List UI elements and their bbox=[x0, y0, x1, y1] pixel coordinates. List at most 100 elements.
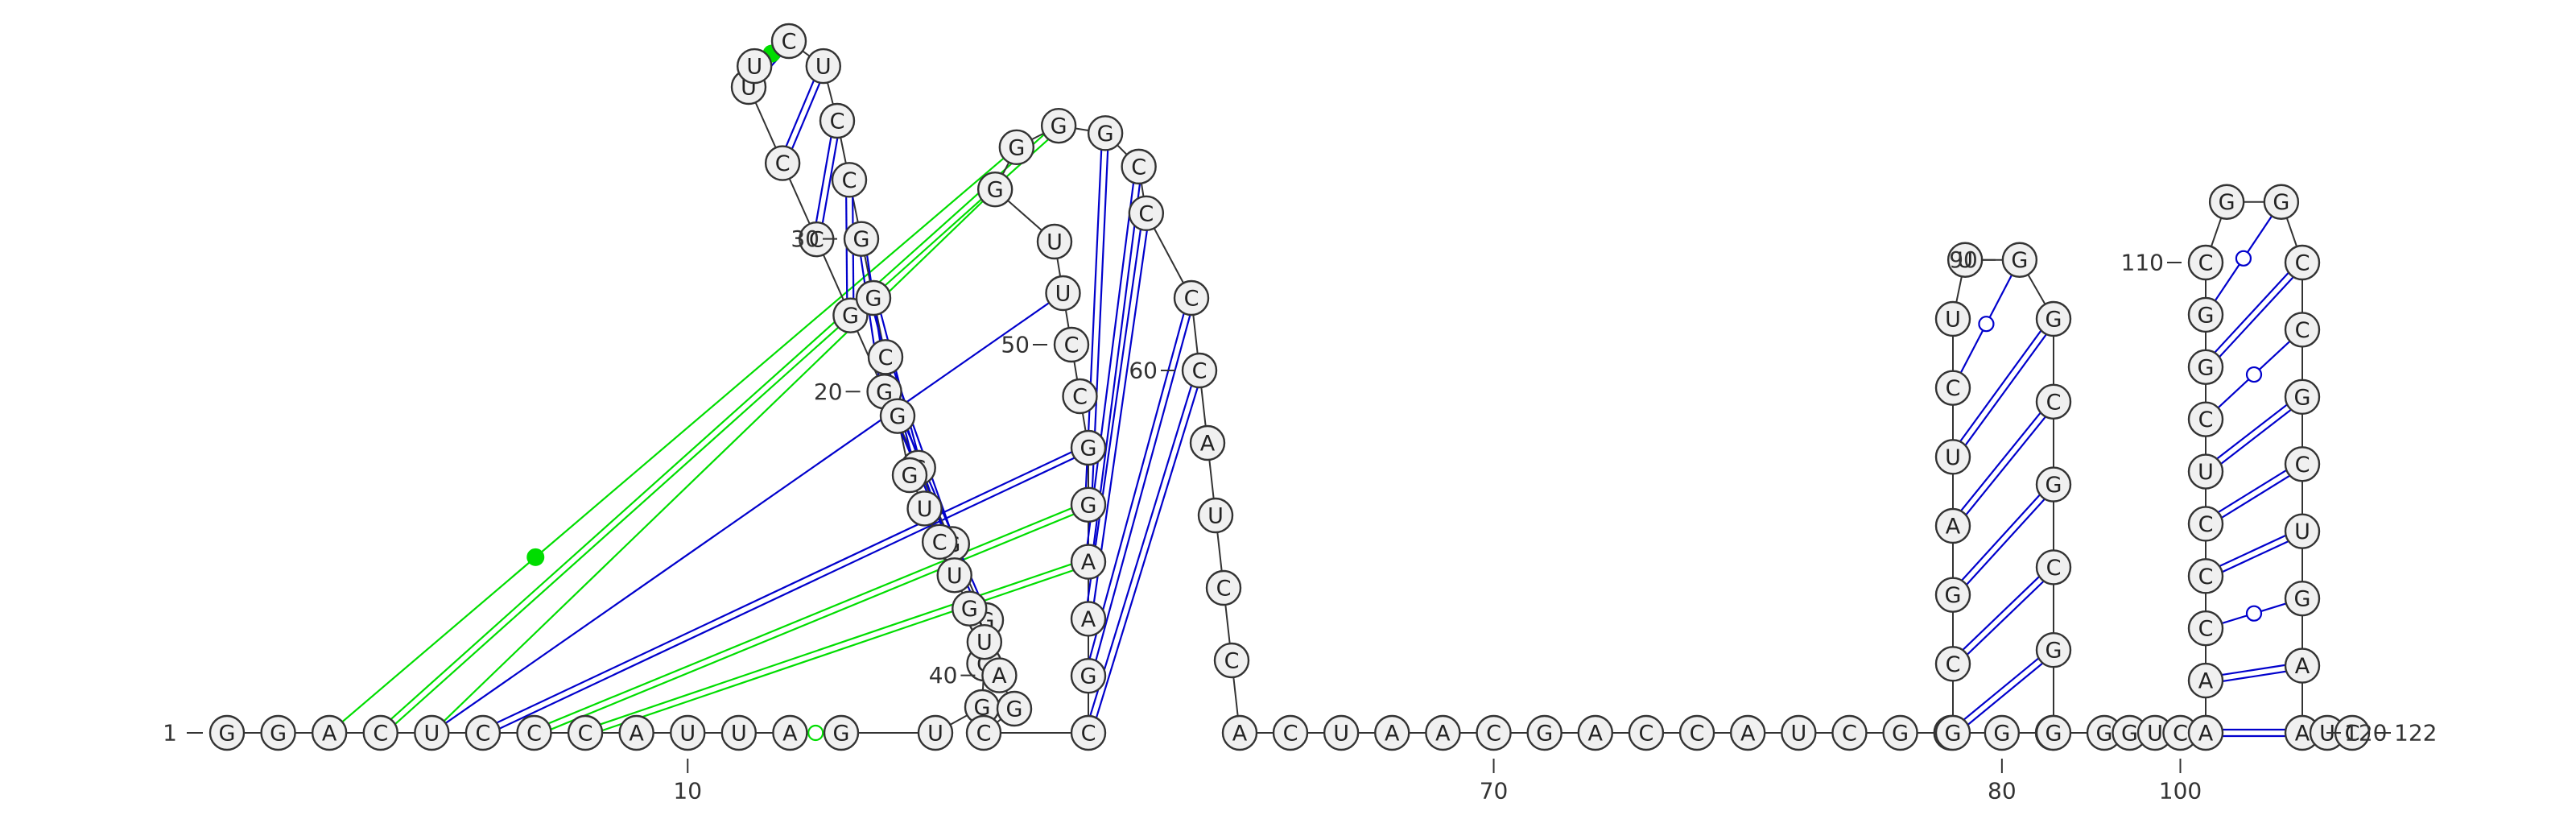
nucleotide-105: C bbox=[2187, 506, 2224, 542]
svg-text:C: C bbox=[878, 345, 894, 370]
svg-text:C: C bbox=[976, 722, 992, 747]
svg-text:C: C bbox=[1131, 155, 1146, 180]
long-range-line bbox=[584, 557, 1088, 731]
svg-text:G: G bbox=[1080, 493, 1097, 518]
svg-text:G: G bbox=[270, 722, 287, 747]
canonical-pair bbox=[1955, 320, 2058, 460]
nucleotide-95: G bbox=[2035, 632, 2072, 668]
svg-text:U: U bbox=[2147, 722, 2163, 747]
nucleotide-45: A bbox=[1070, 601, 1107, 637]
position-label-10: 10 bbox=[673, 778, 702, 805]
long-range-line bbox=[431, 188, 996, 734]
canonical-pair bbox=[1950, 482, 2052, 594]
canonical-pair bbox=[1954, 652, 2057, 736]
svg-text:G: G bbox=[853, 227, 870, 252]
svg-text:G: G bbox=[1993, 722, 2010, 747]
nucleotide-56: G bbox=[1087, 115, 1124, 151]
nucleotide-68: A bbox=[1374, 714, 1410, 751]
svg-text:A: A bbox=[992, 664, 1007, 689]
nucleotide-43: C bbox=[1070, 714, 1107, 751]
nucleotide-6: C bbox=[464, 714, 502, 751]
svg-text:A: A bbox=[322, 722, 337, 747]
nucleotide-7: C bbox=[516, 714, 552, 751]
nucleotide-27: U bbox=[805, 48, 841, 85]
svg-text:C: C bbox=[1081, 722, 1096, 747]
svg-text:C: C bbox=[2345, 722, 2360, 747]
wobble-marker bbox=[2245, 366, 2263, 383]
nucleotide-119: A bbox=[2284, 647, 2321, 684]
svg-text:C: C bbox=[932, 530, 947, 555]
nucleotide-118: G bbox=[2284, 580, 2321, 617]
canonical-pair bbox=[1090, 370, 1203, 734]
svg-text:C: C bbox=[2046, 556, 2062, 581]
svg-text:C: C bbox=[2198, 251, 2214, 276]
long-range-line bbox=[431, 292, 1064, 734]
nucleotide-40: A bbox=[981, 657, 1018, 693]
svg-text:C: C bbox=[1283, 722, 1298, 747]
svg-text:G: G bbox=[876, 380, 893, 405]
svg-text:G: G bbox=[865, 287, 882, 312]
svg-text:A: A bbox=[2295, 654, 2310, 679]
svg-text:C: C bbox=[2295, 453, 2310, 478]
position-label-1: 1 bbox=[163, 720, 177, 747]
svg-text:G: G bbox=[961, 597, 978, 622]
nucleotide-41: G bbox=[996, 690, 1033, 727]
svg-text:C: C bbox=[775, 151, 791, 176]
position-label-40: 40 bbox=[929, 662, 958, 689]
backbone bbox=[227, 40, 2352, 734]
nucleotide-109: G bbox=[2187, 296, 2224, 333]
canonical-pair bbox=[2203, 460, 2301, 522]
svg-text:C: C bbox=[2173, 722, 2188, 747]
long-range-line bbox=[484, 449, 1091, 737]
nucleotide-80: G bbox=[1984, 714, 2021, 751]
svg-text:G: G bbox=[2096, 722, 2113, 747]
nucleotide-104: C bbox=[2187, 558, 2224, 594]
svg-text:U: U bbox=[1333, 722, 1349, 747]
canonical-pair bbox=[1950, 399, 2052, 525]
canonical-pair bbox=[1950, 564, 2052, 663]
canonical-pair bbox=[2207, 465, 2305, 527]
svg-text:C: C bbox=[1064, 333, 1080, 358]
svg-text:G: G bbox=[1051, 114, 1067, 139]
svg-text:C: C bbox=[830, 110, 845, 134]
svg-text:C: C bbox=[475, 722, 490, 747]
nucleotide-112: G bbox=[2263, 184, 2300, 220]
nucleotide-34: G bbox=[891, 457, 928, 494]
svg-text:G: G bbox=[1097, 122, 1114, 147]
nucleotide-61: A bbox=[1189, 424, 1226, 461]
nucleotide-85: A bbox=[1934, 507, 1971, 544]
svg-text:G: G bbox=[1008, 135, 1025, 160]
svg-text:C: C bbox=[2198, 408, 2214, 432]
long-range-interactions bbox=[328, 122, 1091, 737]
nucleotide-49: C bbox=[1062, 378, 1098, 415]
svg-text:G: G bbox=[2294, 385, 2311, 410]
svg-text:A: A bbox=[1232, 722, 1248, 747]
nucleotide-115: G bbox=[2284, 379, 2321, 416]
nucleotide-74: C bbox=[1678, 714, 1715, 751]
nucleotide-94: C bbox=[2035, 549, 2072, 585]
svg-text:U: U bbox=[1945, 308, 1961, 333]
svg-text:A: A bbox=[2198, 669, 2214, 694]
nucleotide-87: C bbox=[1934, 370, 1971, 406]
svg-text:A: A bbox=[1435, 722, 1451, 747]
svg-text:C: C bbox=[2295, 318, 2310, 343]
wobble-marker bbox=[2245, 605, 2263, 622]
svg-text:C: C bbox=[782, 30, 797, 55]
svg-text:A: A bbox=[1946, 515, 1961, 540]
nucleotide-8: C bbox=[567, 714, 604, 751]
wobble-marker bbox=[1978, 316, 1995, 333]
nucleotide-44: G bbox=[1070, 658, 1107, 694]
nucleotide-93: G bbox=[2035, 466, 2072, 503]
nucleotide-15: G bbox=[964, 689, 1001, 726]
long-range-line bbox=[328, 146, 1018, 734]
nucleotide-25: U bbox=[737, 48, 773, 85]
canonical-pair bbox=[819, 121, 842, 241]
nucleotide-89: U bbox=[1946, 242, 1984, 278]
nucleotide-90: G bbox=[2001, 242, 2038, 278]
svg-text:C: C bbox=[1192, 359, 1208, 384]
long-range-line bbox=[382, 127, 1062, 736]
position-label-60: 60 bbox=[1129, 358, 1158, 384]
svg-text:A: A bbox=[1740, 722, 1756, 747]
nucleotide-23: C bbox=[764, 145, 801, 181]
